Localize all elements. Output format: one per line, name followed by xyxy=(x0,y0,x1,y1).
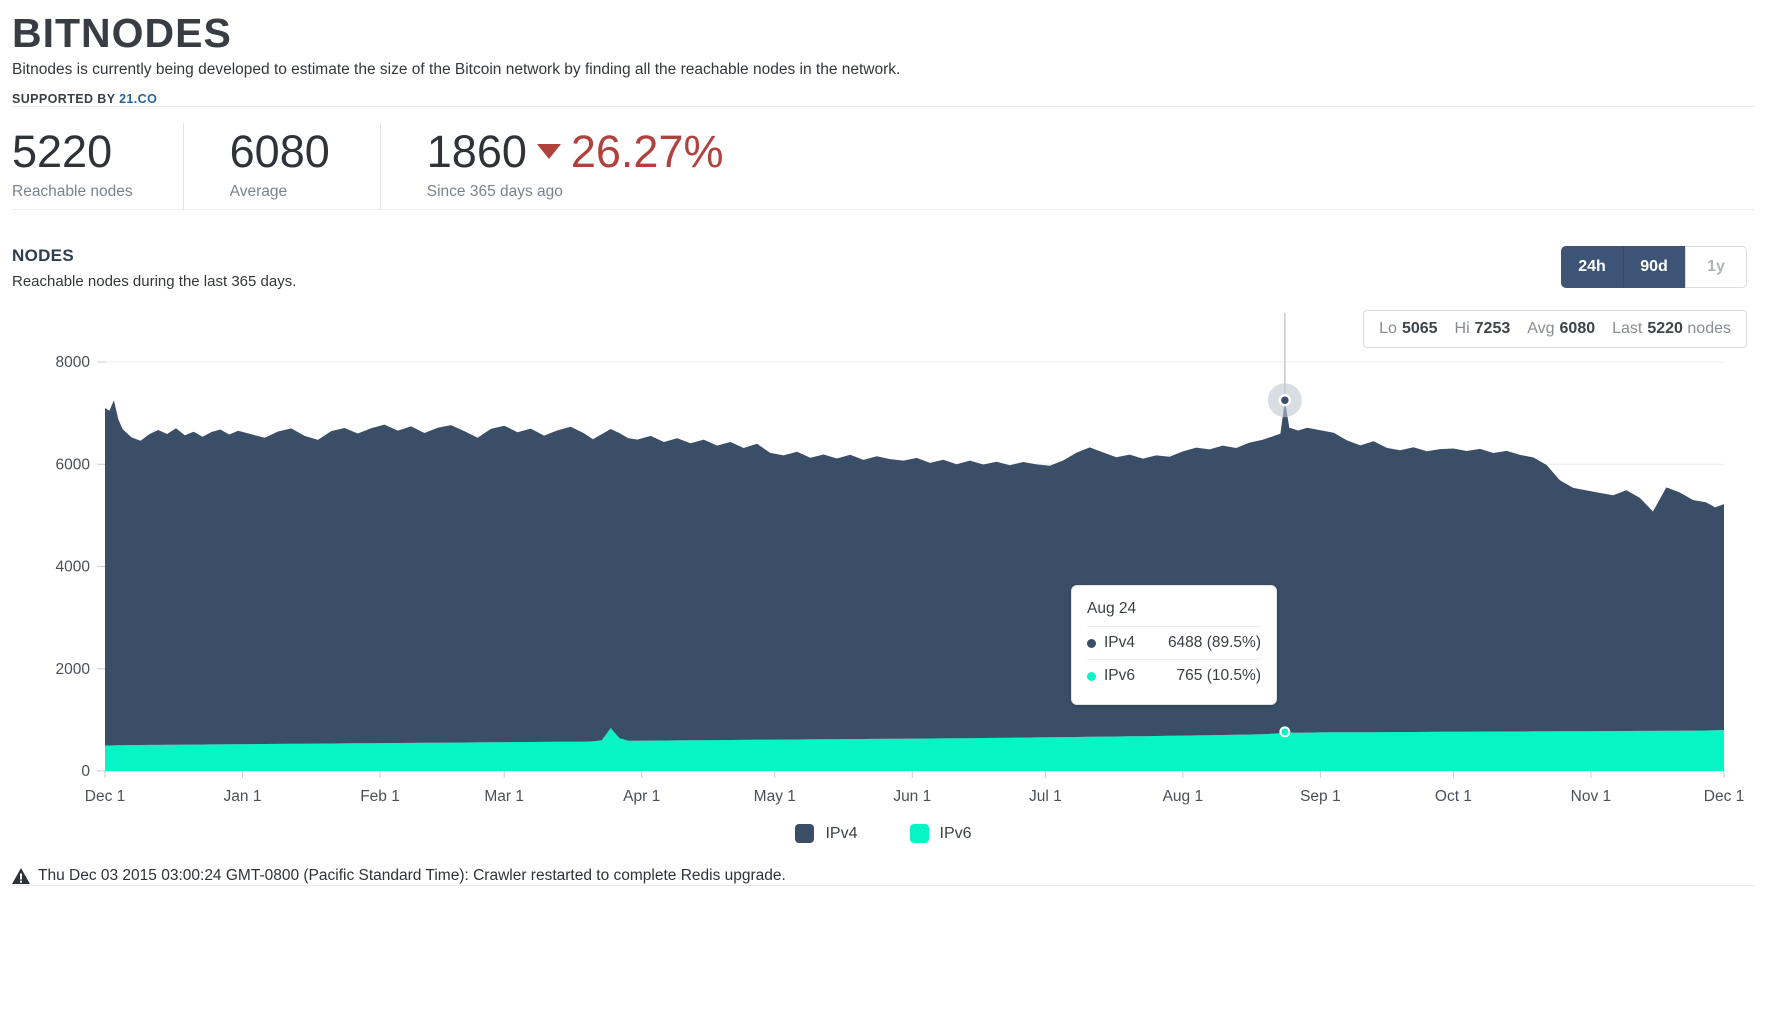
tooltip-date: Aug 24 xyxy=(1087,600,1137,617)
ipv6-swatch-icon xyxy=(909,824,929,843)
stat-change: 1860 26.27% Since 365 days ago xyxy=(379,123,774,209)
svg-text:Feb 1: Feb 1 xyxy=(360,788,400,805)
stat-label: Average xyxy=(229,183,288,200)
ipv4-swatch-icon xyxy=(795,824,815,843)
last-stat: Last 5220 nodes xyxy=(1612,320,1731,337)
svg-text:Aug 1: Aug 1 xyxy=(1163,788,1204,805)
hi-stat: Hi 7253 xyxy=(1454,320,1511,337)
avg-stat: Avg 6080 xyxy=(1527,320,1596,337)
range-button-24h[interactable]: 24h xyxy=(1561,246,1623,288)
supported-by: SUPPORTED BY 21.CO xyxy=(12,92,1755,106)
notice-text: Thu Dec 03 2015 03:00:24 GMT-0800 (Pacif… xyxy=(38,867,786,884)
supported-by-label: SUPPORTED BY xyxy=(12,92,116,106)
range-button-90d[interactable]: 90d xyxy=(1623,246,1685,288)
legend-label: IPv6 xyxy=(939,824,972,842)
stats-row: 5220 Reachable nodes 6080 Average 1860 26… xyxy=(12,123,1755,209)
ipv6-dot-icon xyxy=(1087,671,1096,681)
nodes-section-header: NODES Reachable nodes during the last 36… xyxy=(12,246,1755,290)
nodes-heading-block: NODES Reachable nodes during the last 36… xyxy=(12,246,296,290)
range-button-1y[interactable]: 1y xyxy=(1685,246,1747,288)
svg-text:6000: 6000 xyxy=(56,456,91,473)
nodes-chart-svg[interactable]: 0 2000 4000 6000 8000 Dec 1 Jan 1 Feb 1 Mar 1 Apr… xyxy=(12,308,1757,808)
summary-badge: Lo 5065 Hi 7253 Avg 6080 Last 5220 nodes xyxy=(1363,310,1747,348)
bitnodes-logo[interactable]: BITNODES xyxy=(12,10,232,56)
svg-text:8000: 8000 xyxy=(56,354,91,371)
svg-text:Jul 1: Jul 1 xyxy=(1029,788,1062,805)
ipv4-dot-icon xyxy=(1087,638,1096,648)
chart-legend: IPv4 IPv6 xyxy=(12,824,1755,843)
site-tagline: Bitnodes is currently being developed to… xyxy=(12,61,901,78)
legend-item-ipv4[interactable]: IPv4 xyxy=(795,824,858,843)
section-title: NODES xyxy=(12,246,74,265)
legend-label: IPv4 xyxy=(825,824,858,842)
svg-text:Mar 1: Mar 1 xyxy=(484,788,524,805)
stat-value: 1860 26.27% xyxy=(427,127,724,177)
svg-text:May 1: May 1 xyxy=(754,788,796,805)
nodes-chart[interactable]: 0 2000 4000 6000 8000 Dec 1 Jan 1 Feb 1 Mar 1 Apr… xyxy=(12,308,1755,808)
arrow-down-icon xyxy=(536,144,561,159)
warning-icon xyxy=(12,868,30,884)
svg-text:Apr 1: Apr 1 xyxy=(623,788,660,805)
divider-top xyxy=(12,106,1755,107)
tooltip-series-value: 6488 (89.5%) xyxy=(1167,634,1261,651)
svg-text:Jan 1: Jan 1 xyxy=(224,788,262,805)
divider-stats xyxy=(12,209,1755,210)
change-percent: 26.27% xyxy=(570,126,724,177)
svg-text:Dec 1: Dec 1 xyxy=(1704,788,1745,805)
svg-text:Dec 1: Dec 1 xyxy=(85,788,126,805)
svg-text:Oct 1: Oct 1 xyxy=(1435,788,1472,805)
divider-bottom xyxy=(12,885,1755,886)
svg-text:4000: 4000 xyxy=(56,559,91,576)
stat-label: Reachable nodes xyxy=(12,183,133,200)
svg-text:2000: 2000 xyxy=(56,661,91,678)
range-button-group: 24h 90d 1y xyxy=(1561,246,1747,288)
tooltip-series-value: 765 (10.5%) xyxy=(1176,667,1261,684)
stat-value: 5220 xyxy=(12,126,113,177)
stat-average: 6080 Average xyxy=(182,123,380,209)
crawler-notice: Thu Dec 03 2015 03:00:24 GMT-0800 (Pacif… xyxy=(12,867,1755,885)
section-subtitle: Reachable nodes during the last 365 days… xyxy=(12,273,297,290)
stat-reachable-nodes: 5220 Reachable nodes xyxy=(12,123,183,209)
svg-text:Sep 1: Sep 1 xyxy=(1300,788,1341,805)
supported-by-link[interactable]: 21.CO xyxy=(119,92,158,106)
tooltip-series-name: IPv4 xyxy=(1104,634,1136,651)
stat-label: Since 365 days ago xyxy=(426,183,563,200)
svg-text:0: 0 xyxy=(81,763,90,780)
tooltip-row-ipv6: IPv6 765 (10.5%) xyxy=(1087,659,1261,692)
stat-value: 6080 xyxy=(229,126,330,177)
summary-badge-row: Lo 5065 Hi 7253 Avg 6080 Last 5220 nodes xyxy=(12,310,1747,348)
tooltip-row-ipv4: IPv4 6488 (89.5%) xyxy=(1087,626,1261,659)
svg-text:Nov 1: Nov 1 xyxy=(1571,788,1612,805)
tooltip-series-name: IPv6 xyxy=(1104,667,1136,684)
lo-stat: Lo 5065 xyxy=(1379,320,1438,337)
chart-tooltip: Aug 24 IPv4 6488 (89.5%) IPv6 765 (10.5%… xyxy=(1071,585,1277,705)
change-value: 1860 xyxy=(426,126,527,177)
svg-text:Jun 1: Jun 1 xyxy=(893,788,931,805)
legend-item-ipv6[interactable]: IPv6 xyxy=(909,824,972,843)
header: BITNODES Bitnodes is currently being dev… xyxy=(12,10,1755,106)
